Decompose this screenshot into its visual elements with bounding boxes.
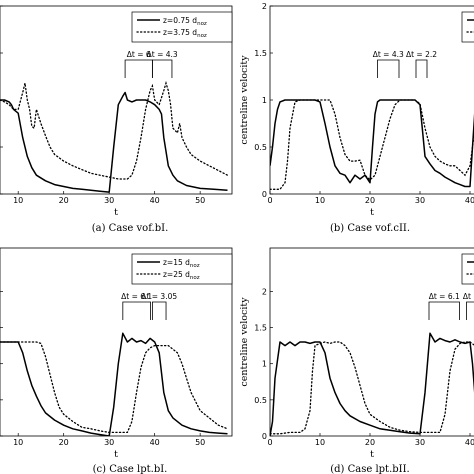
delta-t-label: Δt = 4.3 bbox=[373, 50, 404, 59]
x-tick-label: 0 bbox=[267, 196, 272, 205]
x-tick-label: 20 bbox=[365, 438, 375, 447]
legend-box bbox=[461, 11, 474, 43]
delta-t-bracket bbox=[122, 301, 151, 320]
delta-t-bracket bbox=[377, 59, 400, 78]
delta-t-bracket bbox=[151, 301, 167, 320]
delta-t-label: Δt = 6.1 bbox=[121, 292, 152, 301]
x-tick-label: 20 bbox=[59, 196, 69, 205]
panel-caption: (a) Case vof.bI. bbox=[92, 223, 169, 234]
panel-1: 0 10 20 30 40 0 0.5 1 1.5 2 t centreline velocity Δt… bbox=[239, 2, 474, 234]
series-line-dotted bbox=[270, 341, 474, 435]
delta-t-label: Δt = 2.2 bbox=[406, 50, 437, 59]
panel-caption: (d) Case lpt.bII. bbox=[330, 464, 410, 474]
x-axis-label: t bbox=[370, 207, 374, 218]
panel-caption: (b) Case vof.cII. bbox=[330, 223, 410, 234]
series-line-dotted bbox=[270, 99, 474, 190]
plot-frame bbox=[0, 247, 233, 437]
delta-t-bracket bbox=[415, 59, 428, 78]
x-tick-label: 30 bbox=[415, 438, 425, 447]
legend-entry: z=25 dnoz bbox=[163, 270, 200, 281]
x-tick-label: 10 bbox=[13, 196, 23, 205]
delta-t-bracket bbox=[151, 59, 173, 78]
x-tick-label: 40 bbox=[465, 438, 474, 447]
x-tick-label: 0 bbox=[267, 438, 272, 447]
y-tick-label: 1 bbox=[262, 360, 267, 369]
x-tick-label: 30 bbox=[104, 196, 114, 205]
legend-box bbox=[131, 11, 233, 43]
x-tick-label: 40 bbox=[150, 196, 160, 205]
x-axis-label: t bbox=[114, 449, 118, 460]
x-tick-label: 20 bbox=[59, 438, 69, 447]
legend-box bbox=[461, 253, 474, 285]
series-line-solid bbox=[270, 332, 474, 436]
series-line-solid bbox=[0, 91, 228, 193]
plot-frame bbox=[269, 247, 474, 437]
legend-entry: z=15 dnoz bbox=[163, 258, 200, 269]
x-tick-label: 10 bbox=[315, 438, 325, 447]
delta-t-label: Δt = 4.3 bbox=[147, 50, 178, 59]
x-tick-label: 30 bbox=[415, 196, 425, 205]
x-tick-label: 10 bbox=[13, 438, 23, 447]
x-tick-label: 20 bbox=[365, 196, 375, 205]
plot-frame bbox=[0, 5, 233, 195]
y-tick-label: 0 bbox=[262, 190, 267, 199]
y-tick-label: 1.5 bbox=[254, 324, 267, 333]
y-tick-label: 2 bbox=[262, 287, 267, 296]
delta-t-label: Δt = bbox=[463, 292, 474, 301]
legend-entry: z=3.75 dnoz bbox=[163, 28, 207, 39]
y-axis-label: centreline velocity bbox=[239, 55, 250, 145]
delta-t-bracket bbox=[124, 59, 153, 78]
delta-t-bracket bbox=[428, 301, 460, 320]
series-line-solid bbox=[0, 332, 228, 436]
x-tick-label: 40 bbox=[150, 438, 160, 447]
delta-t-label: Δt = 6.1 bbox=[429, 292, 460, 301]
delta-t-label: Δt = 3.05 bbox=[141, 292, 177, 301]
legend bbox=[461, 253, 474, 285]
series-line-dotted bbox=[0, 80, 229, 180]
y-tick-label: 0 bbox=[262, 432, 267, 441]
x-axis-label: t bbox=[370, 449, 374, 460]
panel-2: 10 20 30 40 50 t Δt = 6.1Δt = 3.05 z=15 dnozz=2… bbox=[0, 247, 233, 474]
x-tick-label: 50 bbox=[195, 438, 205, 447]
y-tick-label: 0.5 bbox=[254, 143, 267, 152]
y-tick-label: 0.5 bbox=[254, 396, 267, 405]
y-tick-label: 2 bbox=[262, 2, 267, 11]
panel-3: 0 10 20 30 40 0 0.5 1 1.5 2 t centreline velocity Δt… bbox=[239, 247, 474, 474]
x-tick-label: 10 bbox=[315, 196, 325, 205]
y-axis-label: centreline velocity bbox=[239, 297, 250, 387]
delta-t-bracket bbox=[466, 301, 474, 320]
panel-0: 10 20 30 40 50 t Δt = 6Δt = 4.3 z=0.75 dnozz=3.… bbox=[0, 5, 233, 234]
y-tick-label: 1.5 bbox=[254, 49, 267, 58]
series-line-solid bbox=[270, 99, 474, 188]
legend bbox=[461, 11, 474, 43]
panel-caption: (c) Case lpt.bI. bbox=[93, 464, 168, 474]
y-tick-label: 1 bbox=[262, 96, 267, 105]
x-tick-label: 30 bbox=[104, 438, 114, 447]
x-tick-label: 50 bbox=[195, 196, 205, 205]
x-tick-label: 40 bbox=[465, 196, 474, 205]
legend-box bbox=[131, 253, 233, 285]
legend-entry: z=0.75 dnoz bbox=[163, 16, 207, 27]
delta-t-label: Δt = 6 bbox=[127, 50, 151, 59]
x-axis-label: t bbox=[114, 207, 118, 218]
series-line-dotted bbox=[0, 341, 229, 434]
